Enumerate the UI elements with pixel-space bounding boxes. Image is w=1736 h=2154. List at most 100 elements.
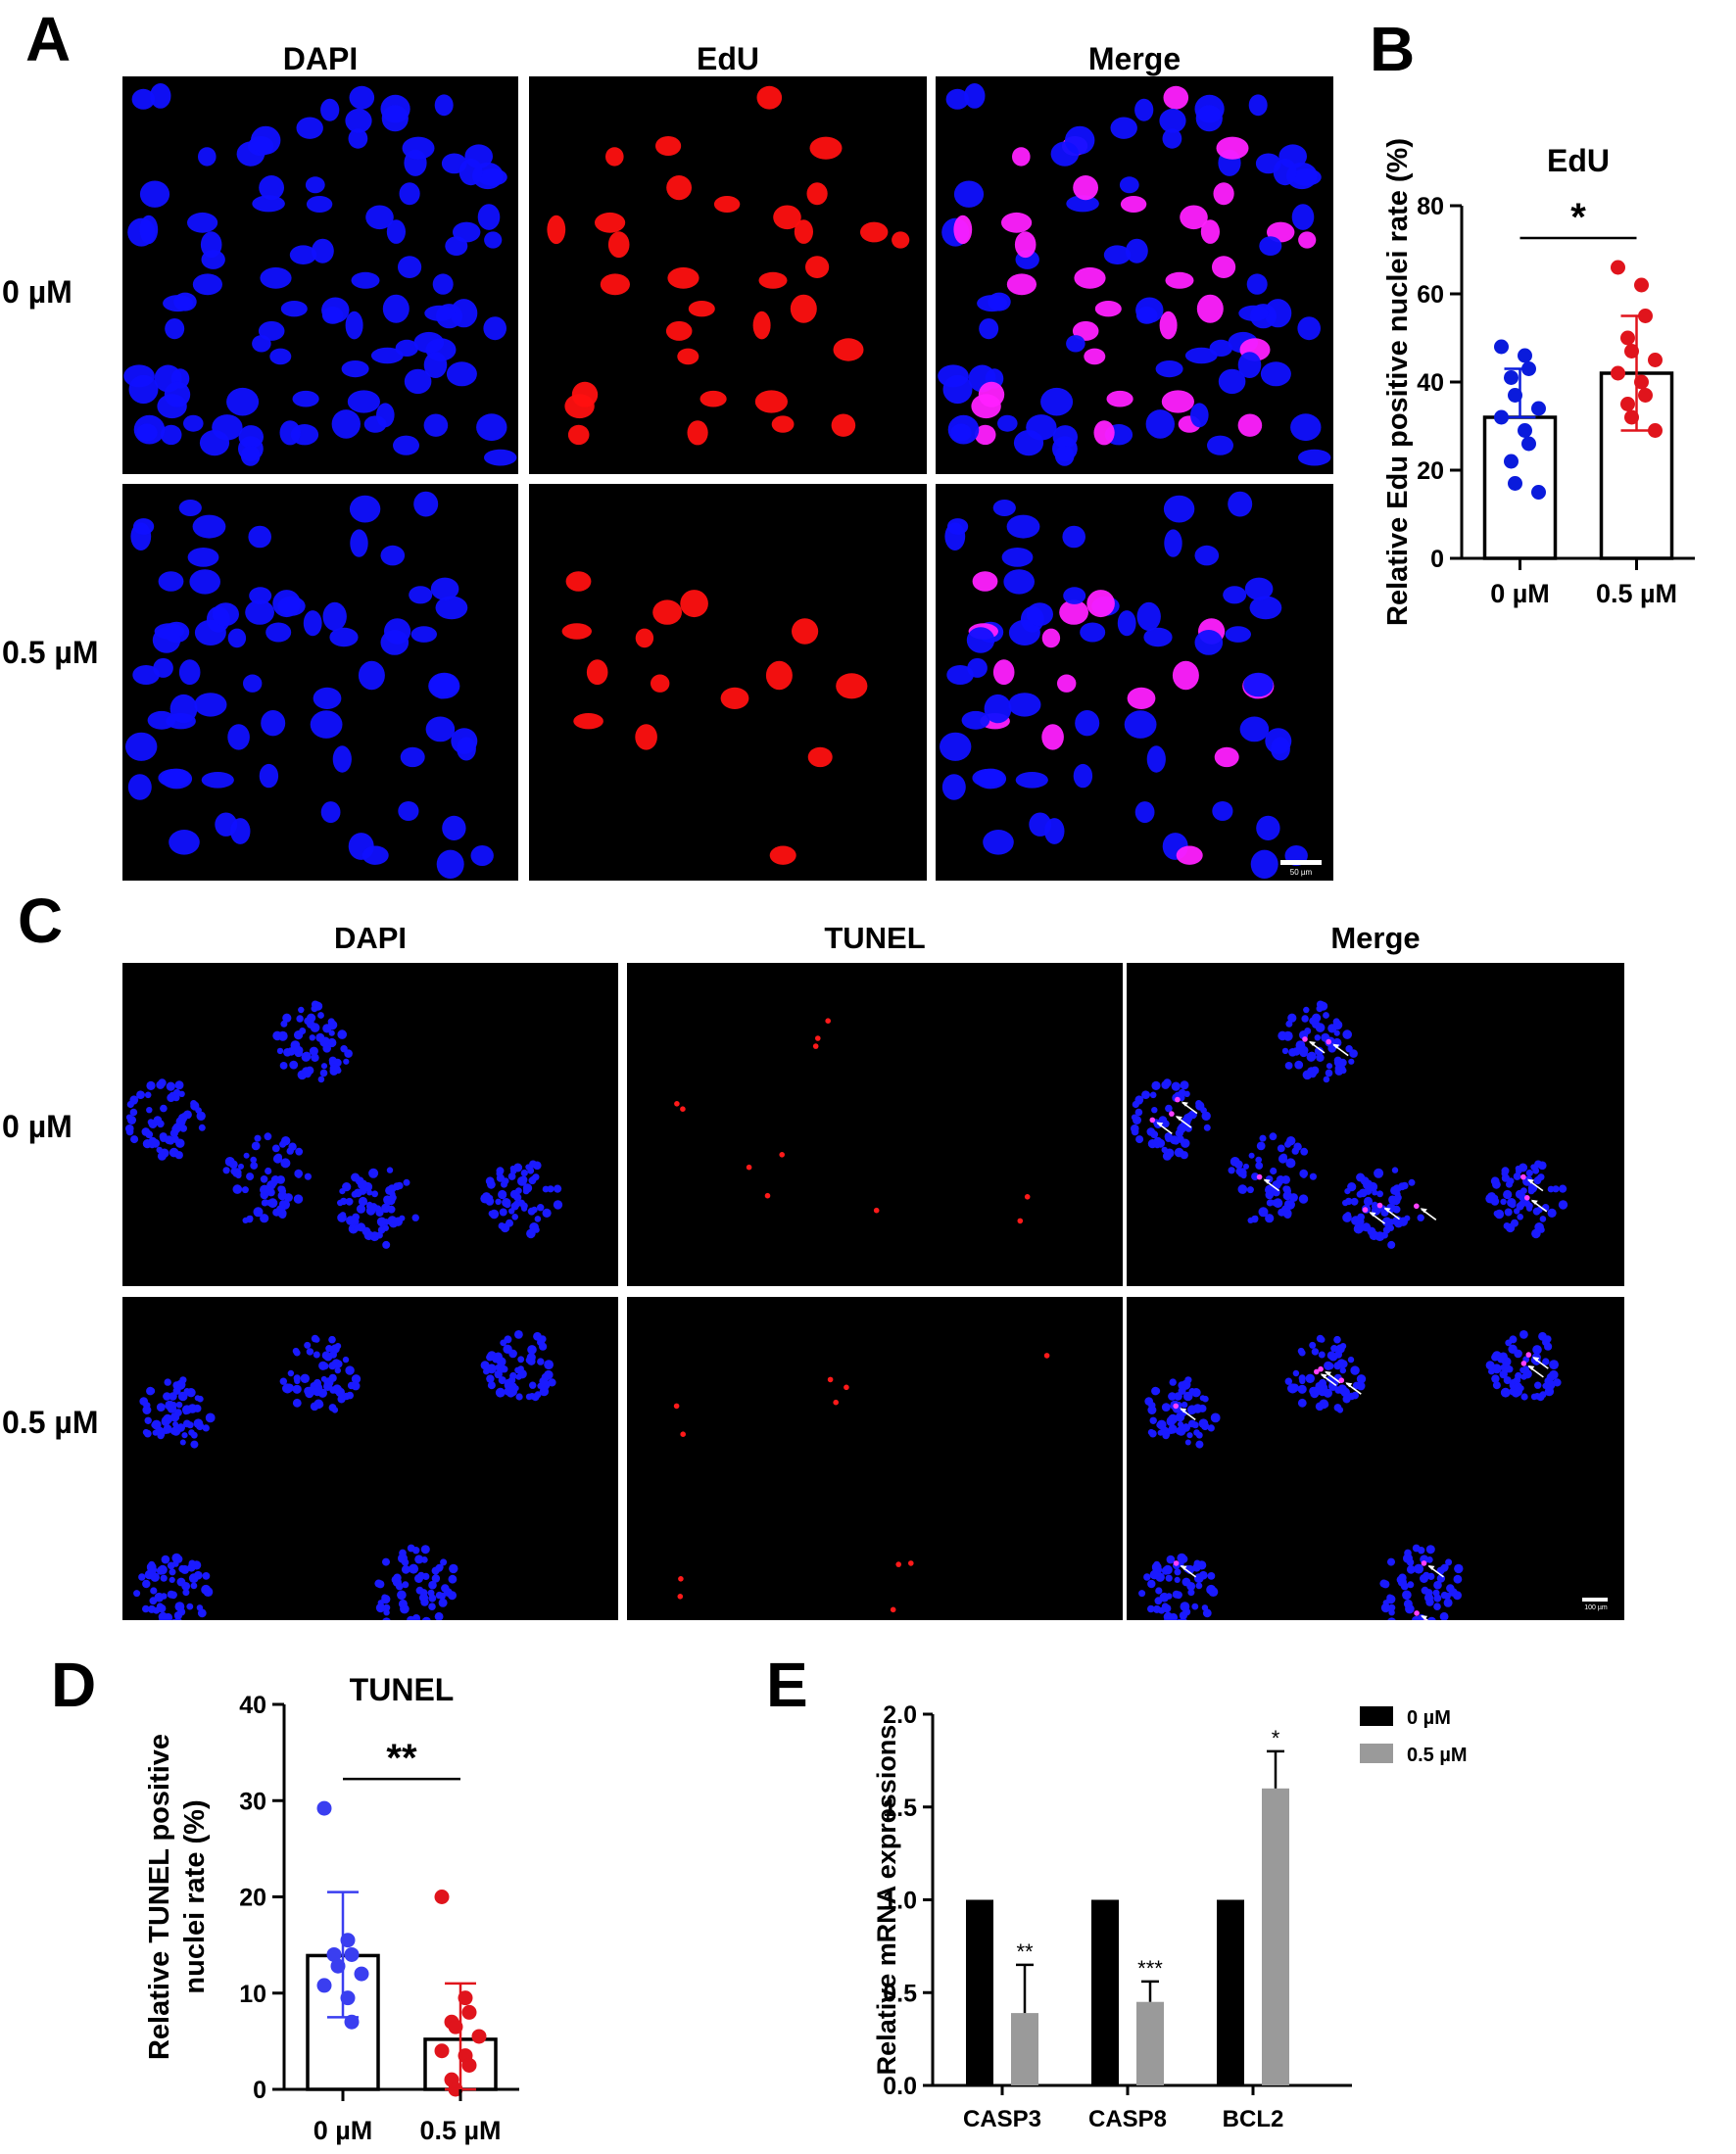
nucleus (1237, 413, 1263, 437)
nucleus (1494, 1209, 1505, 1220)
nucleus (428, 1580, 437, 1590)
nucleus (977, 295, 1008, 312)
nucleus (1164, 529, 1182, 557)
nucleus (1278, 1030, 1287, 1041)
nucleus (1316, 1053, 1325, 1062)
nucleus (302, 1052, 309, 1059)
nucleus (1454, 1563, 1464, 1574)
nucleus (253, 1207, 264, 1218)
nucleus (974, 424, 996, 446)
nucleus (280, 301, 308, 317)
nucleus (1199, 1395, 1206, 1402)
nucleus (371, 1190, 378, 1198)
panel-c-row-0um: 0 µM (2, 1109, 72, 1144)
nucleus (340, 1197, 348, 1206)
nucleus (194, 1395, 201, 1402)
nucleus (1165, 1574, 1173, 1582)
nucleus (183, 1419, 191, 1428)
nucleus (655, 136, 682, 156)
nucleus (1154, 1597, 1163, 1605)
nucleus (1515, 1189, 1524, 1199)
arrow-head (1527, 1364, 1535, 1370)
nucleus (158, 1564, 168, 1575)
nucleus (1319, 1336, 1326, 1343)
nucleus (503, 1344, 512, 1354)
nucleus (1379, 1579, 1388, 1588)
nucleus (1333, 1362, 1342, 1370)
y-axis-label: Relative Edu positive nuclei rate (%) (1382, 138, 1414, 626)
nucleus (247, 1215, 254, 1221)
data-point (1611, 260, 1625, 275)
nucleus (1103, 245, 1132, 264)
nucleus (483, 316, 506, 341)
nucleus (1277, 1144, 1285, 1153)
nucleus (448, 1574, 458, 1584)
nucleus (1167, 1614, 1177, 1620)
nucleus (527, 1357, 536, 1365)
nucleus (1537, 1173, 1545, 1181)
nucleus (136, 1090, 145, 1099)
nucleus (554, 1184, 562, 1193)
panel-a-col-merge: Merge (1087, 41, 1181, 76)
nucleus (272, 1154, 283, 1164)
nucleus (652, 599, 682, 625)
nucleus (1135, 307, 1158, 324)
nucleus (187, 212, 218, 233)
data-point (448, 2019, 463, 2034)
nucleus (1062, 525, 1085, 549)
nucleus (1260, 361, 1291, 387)
nucleus (1297, 316, 1321, 341)
nucleus (437, 1563, 444, 1571)
arrow-head (1530, 1199, 1538, 1205)
nucleus (1155, 360, 1183, 378)
nucleus (984, 694, 1012, 724)
nucleus (1298, 1374, 1306, 1382)
nucleus (1443, 1592, 1451, 1601)
nucleus (501, 1180, 507, 1188)
nucleus (272, 590, 301, 618)
nucleus (1188, 1388, 1196, 1395)
nucleus (317, 1076, 325, 1083)
nucleus (1309, 1173, 1317, 1180)
nucleus (230, 1168, 238, 1175)
data-point (1508, 476, 1522, 491)
nucleus (292, 390, 319, 407)
nucleus (1287, 1013, 1297, 1023)
nucleus (142, 1604, 150, 1613)
nucleus (500, 1339, 507, 1347)
nucleus (997, 414, 1018, 432)
apoptotic-nucleus (1173, 1560, 1180, 1566)
nucleus (1157, 1429, 1164, 1436)
nucleus (539, 1376, 549, 1386)
nucleus (1534, 1381, 1542, 1389)
nucleus (1013, 430, 1044, 456)
nucleus (358, 660, 385, 691)
arrow-head (1345, 1382, 1353, 1388)
nucleus (1547, 1208, 1557, 1218)
nucleus (259, 175, 284, 201)
data-point (1620, 330, 1635, 346)
arrow-head (1427, 1564, 1435, 1570)
apoptotic-nucleus (1024, 1194, 1031, 1200)
nucleus (477, 204, 501, 230)
nucleus (423, 413, 449, 437)
data-point (340, 1933, 356, 1948)
bar (1091, 1899, 1119, 2085)
nucleus (953, 215, 973, 245)
nucleus (238, 425, 264, 449)
data-point (1504, 370, 1519, 385)
nucleus (250, 1156, 257, 1164)
nucleus (172, 1381, 180, 1389)
nucleus (160, 1593, 168, 1600)
nucleus (199, 430, 230, 456)
apoptotic-nucleus (895, 1561, 901, 1567)
nucleus (310, 1023, 320, 1032)
chart-title: EdU (1547, 143, 1610, 178)
nucleus (595, 212, 626, 233)
nucleus (294, 1030, 304, 1040)
nucleus (380, 630, 410, 655)
nucleus (345, 108, 372, 133)
nucleus (476, 413, 507, 442)
y-axis-label: Relative mRNA expressions (872, 1725, 901, 2076)
nucleus (532, 1173, 540, 1181)
